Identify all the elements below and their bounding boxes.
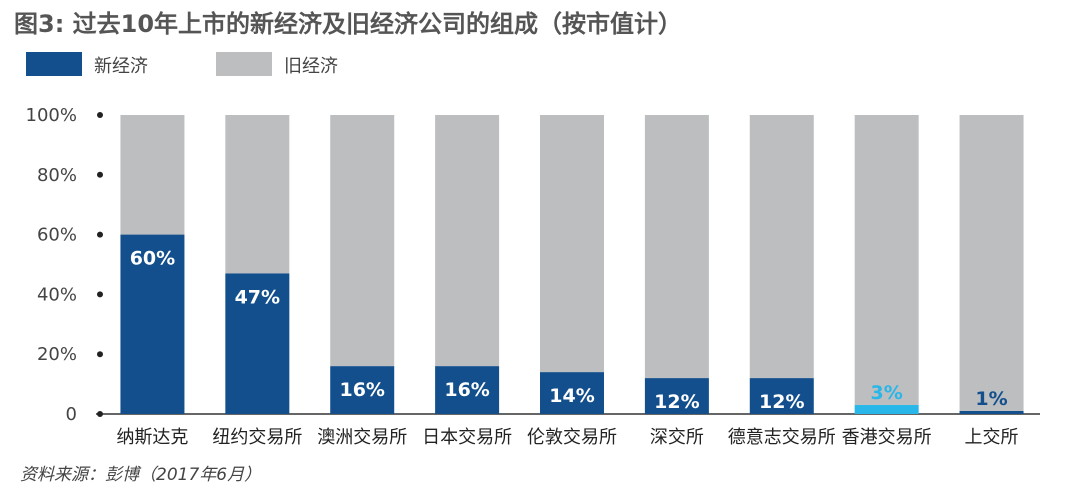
- bar-old-economy: [540, 115, 604, 373]
- x-tick-label: 日本交易所: [422, 427, 512, 448]
- data-label: 12%: [759, 391, 804, 413]
- bar-old-economy: [854, 115, 919, 406]
- x-tick-label: 纳斯达克: [116, 427, 188, 448]
- y-tick-dot: [97, 351, 103, 358]
- data-label: 1%: [975, 388, 1007, 410]
- y-tick-label: 20%: [37, 344, 77, 365]
- y-tick-dot: [97, 171, 103, 178]
- x-tick-label: 澳洲交易所: [317, 427, 407, 448]
- bar-new-economy: [959, 411, 1024, 414]
- y-tick-label: 0: [66, 404, 77, 425]
- bar-old-economy: [435, 115, 500, 367]
- y-axis: 0 20% 40% 60% 80% 100%: [26, 105, 103, 425]
- bar-new-economy: [854, 405, 919, 414]
- chart-title: 图3: 过去10年上市的新经济及旧经济公司的组成（按市值计）: [14, 10, 683, 38]
- x-tick-label: 香港交易所: [842, 427, 932, 448]
- bar-old-economy: [644, 115, 709, 379]
- bar-new-economy: [330, 366, 395, 414]
- bar-old-economy: [330, 115, 395, 367]
- legend-label-old-economy: 旧经济: [284, 56, 338, 77]
- bars: 60% 47% 16% 16% 14% 12% 12% 3% 1%: [120, 115, 1024, 414]
- y-tick-dot: [97, 112, 103, 118]
- y-tick-dot: [97, 411, 103, 417]
- x-tick-label: 纽约交易所: [212, 427, 302, 448]
- legend-swatch-old-economy: [216, 52, 272, 76]
- data-label: 3%: [871, 382, 903, 404]
- y-tick-label: 60%: [37, 225, 77, 246]
- data-label: 16%: [444, 379, 489, 401]
- y-tick-label: 80%: [37, 165, 77, 186]
- bar-old-economy: [959, 115, 1024, 412]
- bar-old-economy: [120, 115, 185, 235]
- data-label: 47%: [235, 286, 280, 308]
- y-tick-dot: [97, 291, 103, 298]
- bar-new-economy: [120, 234, 185, 414]
- x-tick-label: 德意志交易所: [728, 427, 836, 448]
- data-label: 60%: [130, 248, 175, 270]
- data-label: 16%: [339, 379, 384, 401]
- x-axis-labels: 纳斯达克 纽约交易所 澳洲交易所 日本交易所 伦敦交易所 深交所 德意志交易所 香港交易所 上交…: [116, 427, 1018, 448]
- x-tick-label: 上交所: [965, 427, 1019, 448]
- bar-new-economy: [225, 273, 290, 414]
- x-tick-label: 伦敦交易所: [527, 427, 617, 448]
- bar-new-economy: [749, 378, 814, 414]
- bar-old-economy: [225, 115, 290, 274]
- y-tick-label: 40%: [37, 284, 77, 305]
- x-tick-label: 深交所: [650, 427, 704, 448]
- data-label: 14%: [549, 385, 594, 407]
- bar-new-economy: [435, 366, 500, 414]
- bar-new-economy: [644, 378, 709, 414]
- bar-old-economy: [749, 115, 814, 379]
- legend-label-new-economy: 新经济: [94, 56, 148, 77]
- data-label: 12%: [654, 391, 699, 413]
- y-tick-dot: [97, 231, 103, 238]
- source-note: 资料来源：彭博（2017年6月）: [20, 465, 262, 485]
- legend-swatch-new-economy: [26, 52, 82, 76]
- bar-new-economy: [540, 372, 604, 414]
- y-tick-label: 100%: [26, 105, 77, 126]
